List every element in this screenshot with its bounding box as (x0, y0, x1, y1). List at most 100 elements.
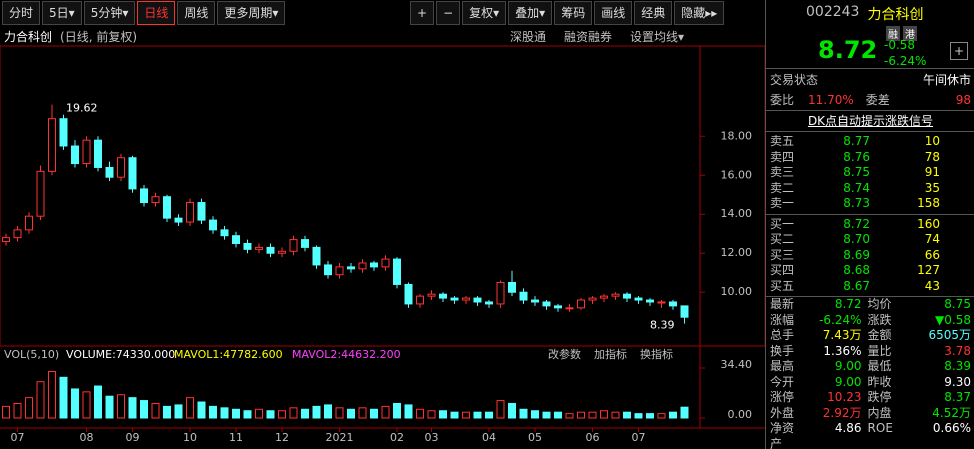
volume: 127 (917, 263, 940, 277)
candle-body (278, 250, 286, 254)
volume-bar (278, 410, 286, 419)
price: 8.74 (843, 180, 870, 195)
candle-body (508, 281, 516, 293)
candle-body (485, 301, 493, 305)
vol-header: MAVOL2:44632.200 (292, 348, 401, 361)
chart-mode: (日线, 前复权) (60, 30, 138, 44)
tab[interactable]: 周线 (177, 1, 216, 25)
tool[interactable]: 叠加▾ (508, 1, 553, 25)
stat-row: 总手 7.43万 金额 6505万 (766, 328, 974, 344)
label: 金额 (867, 328, 892, 342)
x-tick-label: 04 (482, 431, 496, 444)
value: 3.78 (944, 343, 971, 358)
volume-bar (519, 408, 528, 419)
candle-body (312, 246, 321, 266)
bids: 买一 8.72 160 买二 8.70 74 买三 8.69 66 买四 8.68 127 买五 8.67… (766, 213, 974, 297)
candle-body (82, 139, 91, 165)
level: 买一 (770, 216, 795, 231)
candle-body (542, 301, 551, 307)
stock-name: 力合科创 (4, 30, 53, 44)
tab[interactable]: 5分钟▾ (83, 1, 136, 25)
tool[interactable]: + (410, 1, 435, 25)
candle-body (105, 166, 114, 178)
label: 委差 (865, 92, 890, 107)
candle-body (393, 258, 401, 285)
book-row: 买三 8.69 66 (770, 248, 971, 264)
book-row: 卖五 8.77 10 (770, 134, 971, 150)
candle-body (657, 301, 666, 304)
vol-header: VOL(5,10) (4, 348, 59, 361)
candle-body (358, 262, 367, 270)
tool[interactable]: 筹码 (554, 1, 593, 25)
candle-body (496, 281, 505, 305)
label: 换手 (770, 343, 795, 358)
candle-body (450, 297, 459, 301)
value: -6.24% (819, 312, 862, 327)
value: 9.00 (834, 374, 862, 389)
stats: 最新 8.72 均价 8.75 涨幅 -6.24% 涨跌 ▼0.58 总手 7.43万 金额 6505… (766, 296, 974, 449)
tool[interactable]: 隐藏▸▸ (674, 1, 725, 25)
period-toolbar: 分时 5日▾ 5分钟▾ 日线 周线 更多周期▾ (2, 1, 286, 25)
chart-links: 深股通 融资融券 设置均线▾ (510, 28, 684, 45)
badge: 融 (886, 26, 900, 41)
volume: 158 (917, 196, 940, 210)
level: 卖一 (770, 196, 795, 210)
tab[interactable]: 分时 (2, 1, 41, 25)
add-button[interactable]: + (950, 42, 968, 60)
volume-bar (462, 411, 470, 419)
tool[interactable]: 复权▾ (462, 1, 507, 25)
tool[interactable]: − (436, 1, 461, 25)
value: 9.30 (944, 374, 971, 389)
volume: 35 (924, 180, 940, 195)
link[interactable]: 深股通 (510, 30, 547, 44)
x-tick-label: 09 (126, 431, 140, 444)
volume-bar (324, 404, 332, 419)
candle-body (163, 196, 171, 219)
value: 午间休市 (922, 73, 971, 87)
tab[interactable]: 更多周期▾ (217, 1, 286, 25)
tool[interactable]: 画线 (594, 1, 633, 25)
volume-bar (680, 406, 689, 419)
label: 外盘 (770, 405, 795, 420)
label: 涨幅 (770, 312, 795, 327)
volume-bar (186, 397, 194, 419)
volume: 91 (924, 165, 940, 179)
x-tick-label: 03 (425, 431, 439, 444)
link[interactable]: 融资融券 (564, 30, 613, 44)
candle-body (611, 293, 620, 297)
volume-bar (370, 408, 378, 419)
pct: -6.24% (884, 54, 927, 68)
volume-bar (554, 411, 562, 419)
candle-body (117, 157, 125, 178)
tool[interactable]: 经典 (634, 1, 673, 25)
x-tick-label: 12 (275, 431, 289, 444)
level: 买二 (770, 232, 795, 246)
quote-panel: 002243 力合科创 融港 8.72 -0.58 -6.24% + 交易状态 午… (765, 0, 974, 449)
volume: 160 (917, 216, 940, 231)
tab[interactable]: 5日▾ (42, 1, 82, 25)
asks: 卖五 8.77 10 卖四 8.76 78 卖三 8.75 91 卖二 8.74 35 卖一 8.73 15… (766, 132, 974, 214)
y-tick-label: 18.00 (721, 129, 753, 142)
label: 净资产 (770, 421, 795, 449)
volume-bar (634, 413, 643, 419)
value: 98 (955, 92, 971, 107)
name: 力合科创 (867, 7, 924, 23)
stat-row: 最高 9.00 最低 8.39 (766, 359, 974, 375)
value: 8.72 (834, 297, 862, 311)
volume-bar (496, 400, 505, 419)
tab[interactable]: 日线 (137, 1, 176, 25)
x-tick-label: 2021 (326, 431, 354, 444)
book-row: 买四 8.68 127 (770, 263, 971, 279)
price: 8.76 (843, 149, 870, 164)
candle-body (623, 293, 631, 299)
candle-body (197, 202, 206, 221)
price-block: 融港 8.72 -0.58 -6.24% + (766, 24, 974, 68)
x-tick-label: 02 (390, 431, 404, 444)
candle-body (266, 246, 275, 254)
signal[interactable]: DK点自动提示涨跌信号 (766, 110, 974, 132)
volume-bar (163, 405, 171, 419)
link[interactable]: 设置均线▾ (630, 30, 685, 44)
volume-bar (36, 381, 45, 419)
label: 最低 (867, 359, 892, 373)
